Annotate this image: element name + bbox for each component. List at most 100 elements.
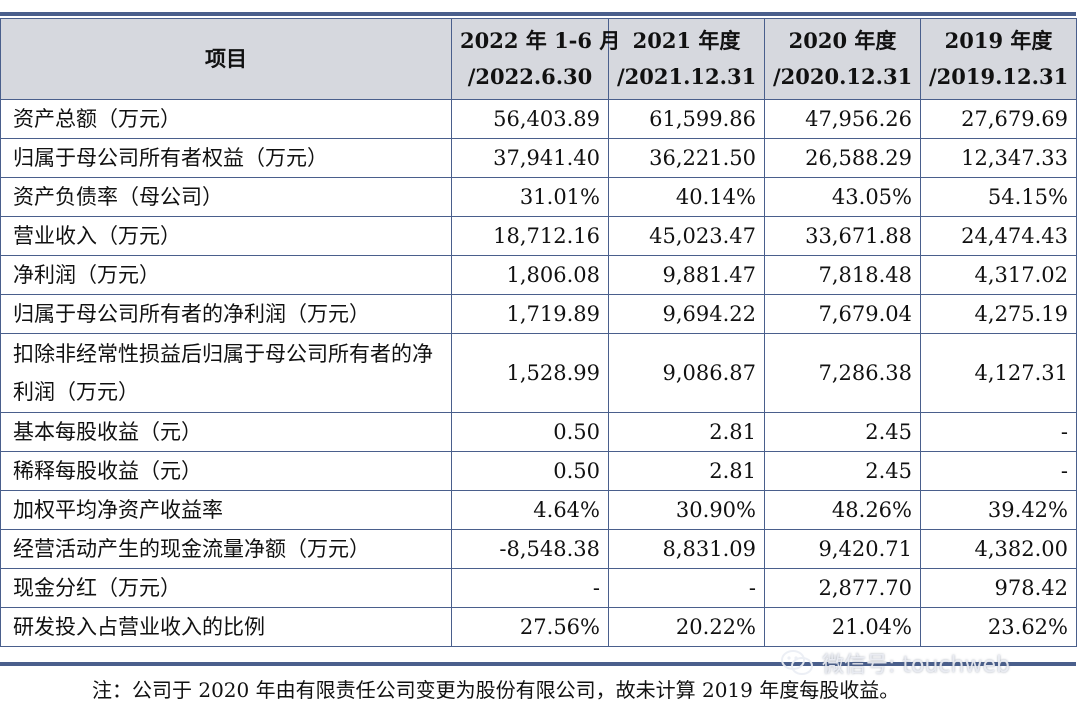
header-2019-period: 2019 年度 — [944, 28, 1053, 53]
table-row: 资产总额（万元） 56,403.89 61,599.86 47,956.26 2… — [0, 99, 1077, 139]
cell-2021: 8,831.09 — [608, 529, 765, 569]
cell-2020: 21.04% — [764, 607, 921, 647]
cell-2021: 61,599.86 — [608, 99, 765, 139]
cell-2019: 978.42 — [920, 568, 1077, 608]
cell-2021: 36,221.50 — [608, 138, 765, 178]
table-row: 加权平均净资产收益率 4.64% 30.90% 48.26% 39.42% — [0, 490, 1077, 530]
row-label: 扣除非经常性损益后归属于母公司所有者的净利润（万元） — [0, 333, 452, 413]
cell-2021: 9,694.22 — [608, 294, 765, 334]
row-label: 研发投入占营业收入的比例 — [0, 607, 452, 647]
wechat-watermark: 微信号: touchweb — [780, 648, 1010, 678]
cell-2020: 7,286.38 — [764, 333, 921, 413]
cell-2020: 7,679.04 — [764, 294, 921, 334]
cell-2020: 33,671.88 — [764, 216, 921, 256]
table-row: 归属于母公司所有者权益（万元） 37,941.40 36,221.50 26,5… — [0, 138, 1077, 178]
cell-2022-h1: 1,719.89 — [451, 294, 609, 334]
cell-2019: 27,679.69 — [920, 99, 1077, 139]
row-label: 资产总额（万元） — [0, 99, 452, 139]
cell-2019: - — [920, 412, 1077, 452]
header-2019: 2019 年度 /2019.12.31 — [920, 18, 1077, 100]
cell-2019: 24,474.43 — [920, 216, 1077, 256]
table-row: 现金分红（万元） - - 2,877.70 978.42 — [0, 568, 1077, 608]
cell-2022-h1: 4.64% — [451, 490, 609, 530]
row-label: 基本每股收益（元） — [0, 412, 452, 452]
cell-2022-h1: 1,806.08 — [451, 255, 609, 295]
cell-2022-h1: 27.56% — [451, 607, 609, 647]
wechat-icon — [781, 650, 813, 675]
cell-2022-h1: 31.01% — [451, 177, 609, 217]
row-label: 资产负债率（母公司） — [0, 177, 452, 217]
table-row: 研发投入占营业收入的比例 27.56% 20.22% 21.04% 23.62% — [0, 607, 1077, 647]
cell-2020: 2,877.70 — [764, 568, 921, 608]
row-label: 加权平均净资产收益率 — [0, 490, 452, 530]
cell-2021: - — [608, 568, 765, 608]
header-2022-h1-date: /2022.6.30 — [467, 64, 593, 89]
cell-2022-h1: - — [451, 568, 609, 608]
table-row: 归属于母公司所有者的净利润（万元） 1,719.89 9,694.22 7,67… — [0, 294, 1077, 334]
top-border-rule — [0, 12, 1076, 16]
cell-2019: 4,317.02 — [920, 255, 1077, 295]
cell-2019: - — [920, 451, 1077, 491]
header-2020: 2020 年度 /2020.12.31 — [764, 18, 921, 100]
cell-2021: 2.81 — [608, 412, 765, 452]
cell-2019: 39.42% — [920, 490, 1077, 530]
cell-2021: 20.22% — [608, 607, 765, 647]
cell-2022-h1: 18,712.16 — [451, 216, 609, 256]
header-2019-date: /2019.12.31 — [929, 64, 1069, 89]
cell-2022-h1: 37,941.40 — [451, 138, 609, 178]
cell-2021: 40.14% — [608, 177, 765, 217]
header-2022-h1: 2022 年 1-6 月 /2022.6.30 — [451, 18, 621, 100]
row-label: 营业收入（万元） — [0, 216, 452, 256]
cell-2021: 2.81 — [608, 451, 765, 491]
table-row: 稀释每股收益（元） 0.50 2.81 2.45 - — [0, 451, 1077, 491]
row-label: 现金分红（万元） — [0, 568, 452, 608]
cell-2022-h1: 1,528.99 — [451, 333, 609, 413]
cell-2020: 43.05% — [764, 177, 921, 217]
header-2020-date: /2020.12.31 — [773, 64, 913, 89]
row-label: 净利润（万元） — [0, 255, 452, 295]
cell-2021: 9,086.87 — [608, 333, 765, 413]
cell-2020: 2.45 — [764, 412, 921, 452]
financial-summary-table: 项目 2022 年 1-6 月 /2022.6.30 2021 年度 /2021… — [0, 18, 1077, 647]
table-row: 扣除非经常性损益后归属于母公司所有者的净利润（万元） 1,528.99 9,08… — [0, 333, 1077, 413]
row-label: 归属于母公司所有者的净利润（万元） — [0, 294, 452, 334]
header-item: 项目 — [0, 18, 452, 100]
table-footnote: 注：公司于 2020 年由有限责任公司变更为股份有限公司，故未计算 2019 年… — [92, 678, 900, 702]
cell-2021: 45,023.47 — [608, 216, 765, 256]
cell-2020: 2.45 — [764, 451, 921, 491]
header-2021-date: /2021.12.31 — [617, 64, 757, 89]
cell-2022-h1: 0.50 — [451, 451, 609, 491]
cell-2021: 9,881.47 — [608, 255, 765, 295]
cell-2020: 47,956.26 — [764, 99, 921, 139]
cell-2020: 26,588.29 — [764, 138, 921, 178]
cell-2019: 54.15% — [920, 177, 1077, 217]
cell-2020: 7,818.48 — [764, 255, 921, 295]
cell-2019: 4,127.31 — [920, 333, 1077, 413]
table-row: 经营活动产生的现金流量净额（万元） -8,548.38 8,831.09 9,4… — [0, 529, 1077, 569]
table-header-row: 项目 2022 年 1-6 月 /2022.6.30 2021 年度 /2021… — [0, 18, 1077, 100]
cell-2019: 12,347.33 — [920, 138, 1077, 178]
cell-2022-h1: 0.50 — [451, 412, 609, 452]
cell-2020: 48.26% — [764, 490, 921, 530]
table-row: 营业收入（万元） 18,712.16 45,023.47 33,671.88 2… — [0, 216, 1077, 256]
cell-2021: 30.90% — [608, 490, 765, 530]
header-item-label: 项目 — [205, 46, 247, 71]
header-2022-h1-period: 2022 年 1-6 月 — [460, 28, 621, 53]
header-2021-period: 2021 年度 — [632, 28, 741, 53]
cell-2019: 4,275.19 — [920, 294, 1077, 334]
watermark-text: 微信号: touchweb — [822, 653, 1010, 678]
table-row: 资产负债率（母公司） 31.01% 40.14% 43.05% 54.15% — [0, 177, 1077, 217]
cell-2022-h1: -8,548.38 — [451, 529, 609, 569]
cell-2019: 4,382.00 — [920, 529, 1077, 569]
row-label: 经营活动产生的现金流量净额（万元） — [0, 529, 452, 569]
row-label: 归属于母公司所有者权益（万元） — [0, 138, 452, 178]
bottom-border-rule — [0, 662, 1076, 666]
cell-2022-h1: 56,403.89 — [451, 99, 609, 139]
header-2021: 2021 年度 /2021.12.31 — [608, 18, 765, 100]
header-2020-period: 2020 年度 — [788, 28, 897, 53]
cell-2020: 9,420.71 — [764, 529, 921, 569]
row-label: 稀释每股收益（元） — [0, 451, 452, 491]
cell-2019: 23.62% — [920, 607, 1077, 647]
table-row: 基本每股收益（元） 0.50 2.81 2.45 - — [0, 412, 1077, 452]
